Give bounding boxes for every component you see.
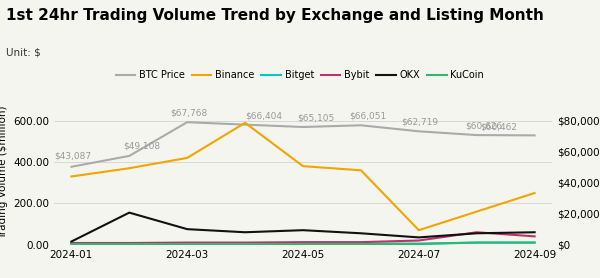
Text: $65,105: $65,105 — [297, 114, 334, 123]
Text: $43,087: $43,087 — [54, 152, 91, 161]
Text: Unit: $: Unit: $ — [6, 47, 41, 57]
Bitget — [184, 242, 191, 245]
OKX — [415, 236, 422, 239]
Bybit — [184, 241, 191, 244]
Bitget — [125, 242, 133, 245]
BTC Price — [68, 165, 75, 168]
Bitget — [299, 242, 307, 245]
KuCoin — [358, 242, 365, 246]
BTC Price — [531, 134, 538, 137]
OKX — [531, 230, 538, 234]
Text: $66,404: $66,404 — [245, 111, 282, 120]
Line: BTC Price: BTC Price — [71, 122, 535, 167]
Text: $66,051: $66,051 — [349, 112, 386, 121]
OKX — [68, 240, 75, 243]
Text: $49,108: $49,108 — [124, 141, 161, 150]
OKX — [125, 211, 133, 214]
Binance — [473, 210, 481, 213]
Bybit — [241, 241, 248, 244]
KuCoin — [68, 242, 75, 246]
BTC Price — [415, 130, 422, 133]
Binance — [531, 191, 538, 195]
Bitget — [68, 242, 75, 245]
Bybit — [358, 240, 365, 244]
Binance — [241, 121, 248, 125]
Text: $60,462: $60,462 — [480, 122, 517, 131]
Line: Binance: Binance — [71, 123, 535, 230]
BTC Price — [358, 124, 365, 127]
BTC Price — [184, 121, 191, 124]
Binance — [358, 169, 365, 172]
Bitget — [241, 242, 248, 245]
KuCoin — [473, 241, 481, 244]
Binance — [299, 165, 307, 168]
KuCoin — [415, 242, 422, 246]
Text: $62,719: $62,719 — [401, 118, 439, 127]
OKX — [358, 232, 365, 235]
Bitget — [358, 242, 365, 245]
Binance — [184, 156, 191, 160]
Bitget — [531, 241, 538, 244]
BTC Price — [125, 154, 133, 158]
Text: $60,626: $60,626 — [465, 122, 502, 131]
Line: Bitget: Bitget — [71, 243, 535, 244]
Bitget — [473, 241, 481, 244]
Y-axis label: Trading Volume ($million): Trading Volume ($million) — [0, 106, 8, 239]
Bitget — [415, 242, 422, 245]
OKX — [299, 229, 307, 232]
BTC Price — [473, 133, 481, 137]
Line: OKX: OKX — [71, 213, 535, 242]
Legend: BTC Price, Binance, Bitget, Bybit, OKX, KuCoin: BTC Price, Binance, Bitget, Bybit, OKX, … — [112, 66, 488, 84]
Text: 1st 24hr Trading Volume Trend by Exchange and Listing Month: 1st 24hr Trading Volume Trend by Exchang… — [6, 8, 544, 23]
Bybit — [299, 240, 307, 244]
Text: $67,768: $67,768 — [170, 109, 207, 118]
BTC Price — [241, 123, 248, 126]
Bybit — [68, 241, 75, 245]
KuCoin — [531, 241, 538, 244]
OKX — [241, 230, 248, 234]
OKX — [473, 232, 481, 235]
OKX — [184, 227, 191, 231]
Line: Bybit: Bybit — [71, 232, 535, 243]
Bybit — [531, 235, 538, 238]
Bybit — [415, 239, 422, 242]
KuCoin — [184, 242, 191, 246]
Binance — [415, 229, 422, 232]
KuCoin — [299, 242, 307, 246]
Line: KuCoin: KuCoin — [71, 243, 535, 244]
Bybit — [473, 230, 481, 234]
Bybit — [125, 241, 133, 245]
KuCoin — [125, 242, 133, 246]
Binance — [125, 167, 133, 170]
BTC Price — [299, 125, 307, 129]
KuCoin — [241, 242, 248, 246]
Binance — [68, 175, 75, 178]
